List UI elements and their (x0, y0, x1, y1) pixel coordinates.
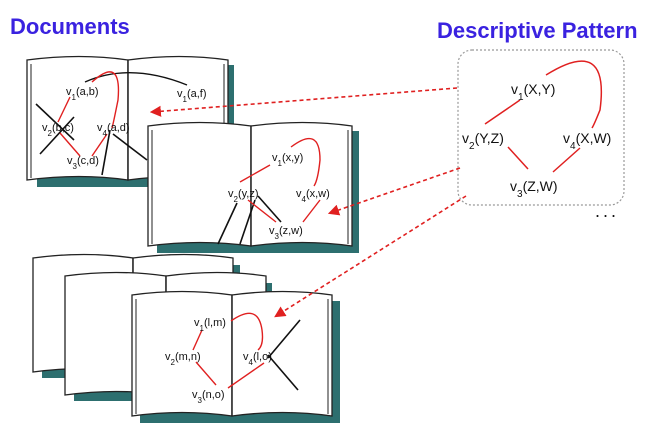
documents-header: Documents (10, 14, 130, 39)
svg-text:v2(m,n): v2(m,n) (165, 351, 201, 367)
svg-text:v1(a,b): v1(a,b) (66, 86, 99, 102)
document-book-3: v1(l,m) v2(m,n) v4(l,o) v3(n,o) (131, 290, 340, 423)
svg-text:v2(Y,Z): v2(Y,Z) (462, 130, 504, 152)
svg-text:v2(b,c): v2(b,c) (42, 122, 74, 138)
pattern-header: Descriptive Pattern (437, 18, 638, 43)
svg-text:v1(a,f): v1(a,f) (177, 88, 207, 104)
svg-text:v3(n,o): v3(n,o) (192, 389, 225, 405)
svg-text:v4(a,d): v4(a,d) (97, 122, 130, 138)
arrow-to-book-1 (149, 87, 458, 117)
svg-text:v3(Z,W): v3(Z,W) (510, 178, 558, 200)
svg-text:v2(y,z): v2(y,z) (228, 188, 259, 204)
svg-text:v3(c,d): v3(c,d) (67, 155, 99, 171)
ellipsis-more: ... (595, 201, 619, 221)
svg-text:v3(z,w): v3(z,w) (269, 225, 303, 241)
arrow-to-book-3 (274, 195, 467, 318)
document-book-2: v1(x,y) v2(y,z) v4(x,w) v3(z,w) (147, 121, 359, 253)
descriptive-pattern-box: v1(X,Y) v2(Y,Z) v4(X,W) v3(Z,W) (457, 49, 625, 206)
arrow-to-book-2 (327, 167, 461, 216)
svg-text:v4(l,o): v4(l,o) (243, 351, 272, 367)
svg-text:v4(X,W): v4(X,W) (563, 130, 611, 152)
svg-text:v4(x,w): v4(x,w) (296, 188, 330, 204)
svg-text:v1(X,Y): v1(X,Y) (511, 81, 555, 103)
svg-text:v1(l,m): v1(l,m) (194, 317, 226, 333)
svg-text:v1(x,y): v1(x,y) (272, 152, 303, 168)
